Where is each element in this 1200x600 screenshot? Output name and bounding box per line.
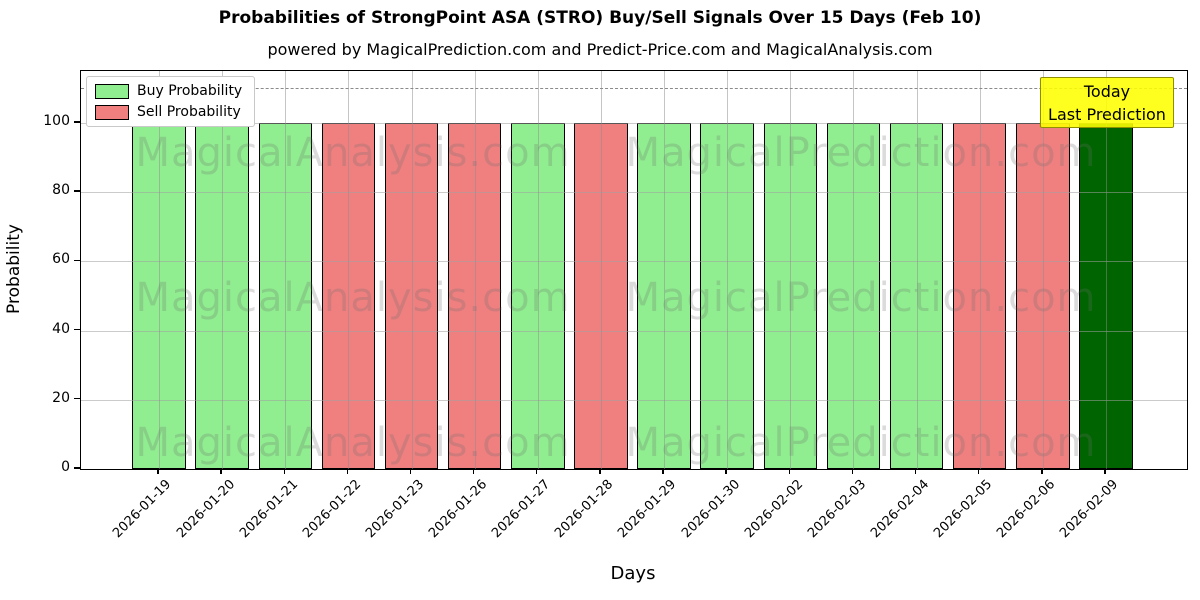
y-tick-label-40: 40 xyxy=(52,320,70,337)
gridline-x-2026-01-29 xyxy=(664,71,666,469)
y-tick-0 xyxy=(74,467,80,469)
x-axis-label: Days xyxy=(610,563,656,584)
legend: Buy Probability Sell Probability xyxy=(86,76,256,127)
today-annotation: Today Last Prediction xyxy=(1040,77,1174,128)
gridline-y-40 xyxy=(81,330,1187,332)
x-tick-label-2026-02-09: 2026-02-09 xyxy=(1057,477,1122,542)
x-tick-2026-02-06 xyxy=(1041,469,1043,474)
chart-subtitle: powered by MagicalPrediction.com and Pre… xyxy=(267,40,933,59)
x-tick-2026-02-04 xyxy=(914,469,917,474)
watermark-text: MagicalAnalysis.com xyxy=(135,130,571,176)
today-annotation-line2: Last Prediction xyxy=(1048,104,1166,124)
x-tick-label-2026-01-20: 2026-01-20 xyxy=(173,477,238,542)
x-tick-2026-01-21 xyxy=(283,469,285,474)
watermark-text: MagicalPrediction.com xyxy=(625,420,1097,466)
x-tick-2026-01-28 xyxy=(599,469,601,474)
gridline-x-2026-01-20 xyxy=(222,71,224,469)
x-tick-label-2026-01-28: 2026-01-28 xyxy=(552,477,617,542)
x-tick-2026-01-22 xyxy=(346,469,349,474)
watermark-text: MagicalPrediction.com xyxy=(625,275,1097,321)
x-tick-label-2026-01-29: 2026-01-29 xyxy=(615,477,680,542)
x-tick-2026-01-26 xyxy=(472,469,475,474)
y-tick-20 xyxy=(74,398,80,400)
sell-color-swatch xyxy=(95,104,129,120)
y-axis-label: Probability xyxy=(4,224,24,314)
gridline-x-2026-01-21 xyxy=(285,71,287,469)
gridline-x-2026-01-30 xyxy=(727,71,729,469)
x-tick-label-2026-02-05: 2026-02-05 xyxy=(931,477,996,542)
gridline-x-2026-01-19 xyxy=(159,71,160,469)
gridline-x-2026-02-05 xyxy=(979,71,981,469)
y-tick-label-100: 100 xyxy=(43,112,70,129)
x-tick-2026-01-29 xyxy=(662,469,664,474)
y-tick-label-20: 20 xyxy=(52,389,70,406)
y-tick-label-60: 60 xyxy=(52,251,70,268)
gridline-x-2026-01-23 xyxy=(411,71,413,469)
x-tick-label-2026-01-30: 2026-01-30 xyxy=(678,477,743,542)
x-tick-label-2026-02-03: 2026-02-03 xyxy=(805,477,870,542)
x-tick-label-2026-01-26: 2026-01-26 xyxy=(426,477,491,542)
x-tick-2026-01-30 xyxy=(725,469,727,474)
plot-area: MagicalAnalysis.com MagicalPrediction.com… xyxy=(80,70,1188,470)
x-tick-2026-01-23 xyxy=(409,469,412,474)
x-tick-label-2026-01-27: 2026-01-27 xyxy=(489,477,554,542)
x-tick-2026-02-03 xyxy=(851,469,854,474)
gridline-x-2026-02-04 xyxy=(916,71,918,469)
x-tick-label-2026-01-21: 2026-01-21 xyxy=(236,477,301,542)
watermark-text: MagicalAnalysis.com xyxy=(135,420,571,466)
y-tick-label-0: 0 xyxy=(61,459,70,475)
gridline-y-20 xyxy=(81,399,1187,401)
watermark-text: MagicalPrediction.com xyxy=(625,130,1097,176)
x-tick-label-2026-02-06: 2026-02-06 xyxy=(994,477,1059,542)
y-tick-100 xyxy=(74,121,80,123)
watermark-text: MagicalAnalysis.com xyxy=(135,275,571,321)
y-tick-label-80: 80 xyxy=(52,182,70,199)
chart-title: Probabilities of StrongPoint ASA (STRO) … xyxy=(218,8,982,28)
gridline-x-2026-01-22 xyxy=(348,71,350,469)
gridline-x-2026-02-02 xyxy=(790,71,792,469)
x-tick-label-2026-01-22: 2026-01-22 xyxy=(299,477,364,542)
legend-item-buy: Buy Probability xyxy=(95,83,242,99)
gridline-x-2026-01-26 xyxy=(474,71,476,469)
x-tick-label-2026-01-23: 2026-01-23 xyxy=(363,477,428,542)
buy-color-swatch xyxy=(95,83,129,99)
today-annotation-line1: Today xyxy=(1083,81,1131,101)
x-tick-2026-01-19 xyxy=(157,469,159,474)
gridline-y-80 xyxy=(81,192,1187,194)
legend-label-buy: Buy Probability xyxy=(137,83,243,99)
x-tick-2026-02-02 xyxy=(788,469,790,474)
gridline-x-2026-02-06 xyxy=(1042,71,1044,469)
gridline-x-2026-02-09 xyxy=(1105,71,1107,469)
legend-item-sell: Sell Probability xyxy=(95,104,242,120)
threshold-dashed-line xyxy=(81,88,1187,90)
x-tick-2026-02-09 xyxy=(1104,469,1106,474)
x-tick-label-2026-02-02: 2026-02-02 xyxy=(741,477,806,542)
y-tick-40 xyxy=(74,328,80,331)
x-tick-label-2026-02-04: 2026-02-04 xyxy=(868,477,933,542)
x-tick-label-2026-01-19: 2026-01-19 xyxy=(110,477,175,542)
y-tick-60 xyxy=(74,259,80,262)
gridline-x-2026-02-03 xyxy=(853,71,855,469)
y-tick-80 xyxy=(74,190,80,192)
gridline-x-2026-01-27 xyxy=(537,71,539,469)
gridline-y-60 xyxy=(81,261,1187,263)
gridline-y-100 xyxy=(81,122,1187,124)
legend-label-sell: Sell Probability xyxy=(137,104,241,120)
x-tick-2026-02-05 xyxy=(977,469,980,474)
x-tick-2026-01-20 xyxy=(220,469,222,474)
gridline-x-2026-01-28 xyxy=(600,71,602,469)
x-tick-2026-01-27 xyxy=(536,469,538,474)
